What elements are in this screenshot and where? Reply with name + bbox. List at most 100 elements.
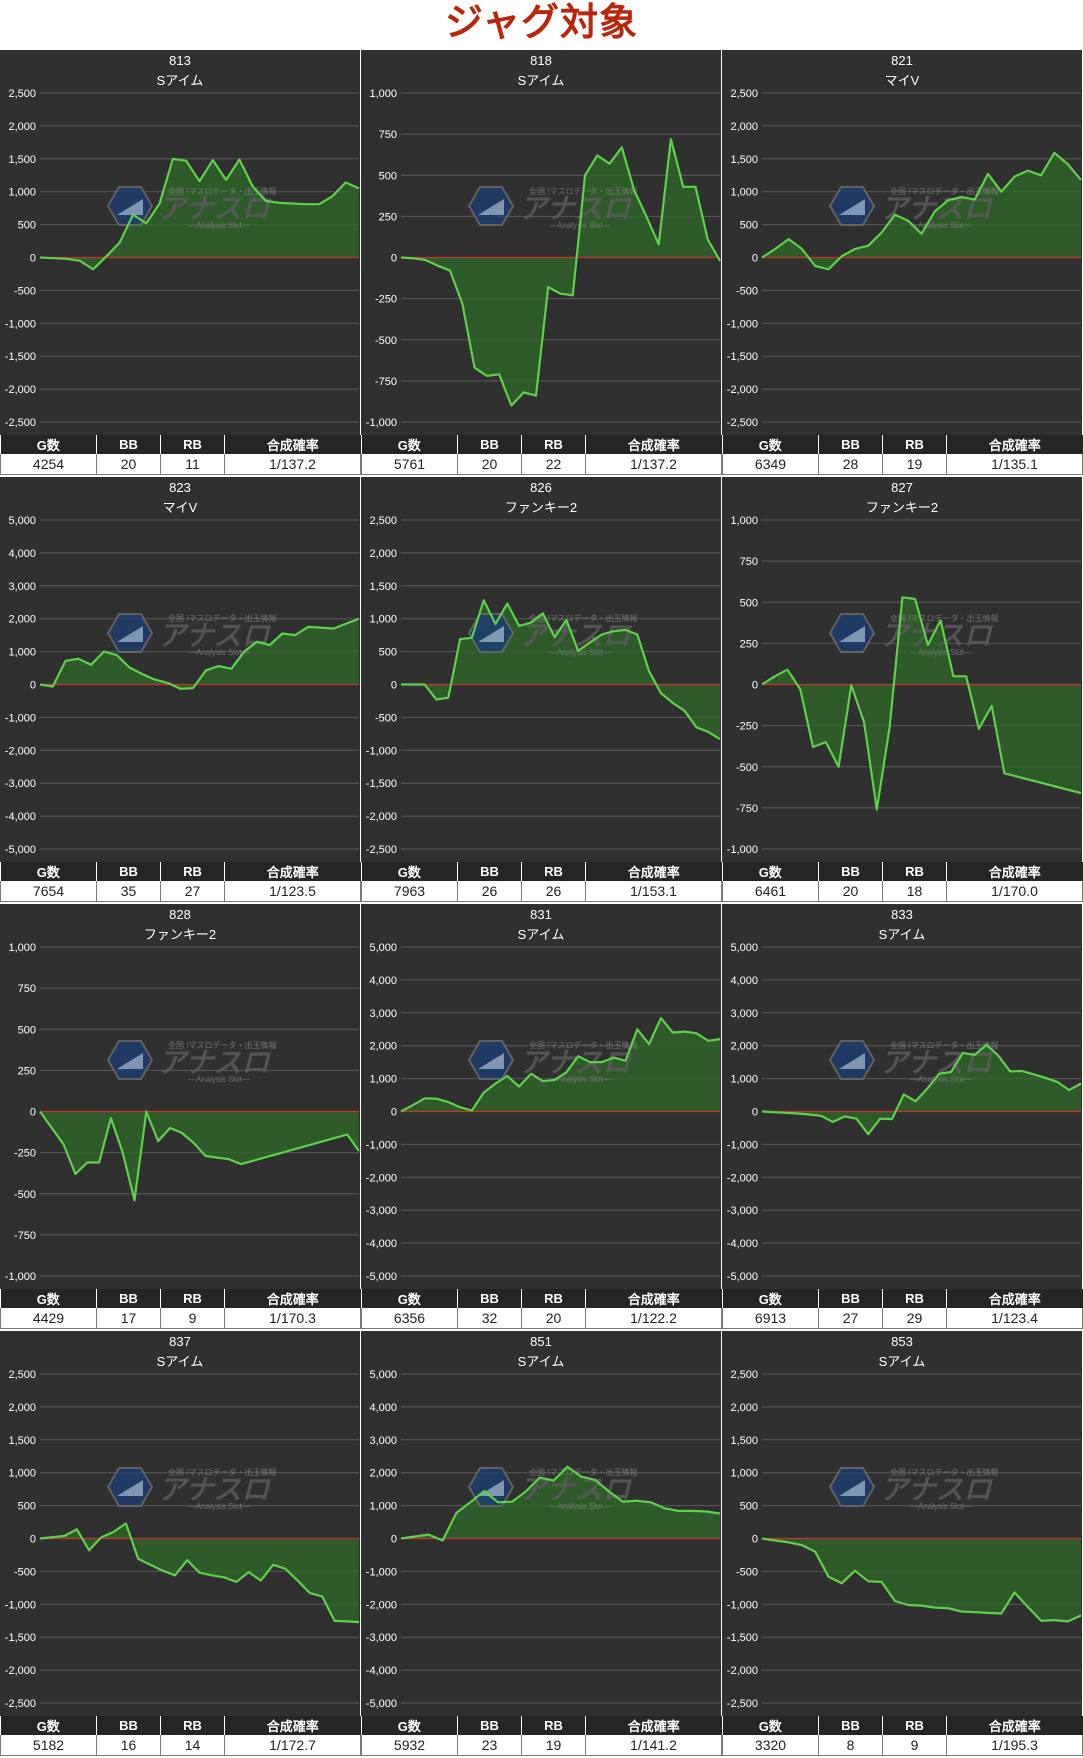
chart-panel-821: 821 マイV 2,500 2,000 1,500 1,000 500 0 -500 -1,000… bbox=[722, 50, 1083, 477]
header-bb: BB bbox=[818, 1289, 883, 1308]
y-tick-label: -1,000 bbox=[366, 745, 397, 757]
value-combined-probability: 1/141.2 bbox=[585, 1735, 722, 1756]
watermark-text: アナスロ bbox=[519, 192, 632, 225]
chart-panel-827: 827 ファンキー2 1,000 750 500 250 0 -250 -500 -750 -1,0… bbox=[722, 477, 1083, 904]
y-tick-label: 4,000 bbox=[369, 1402, 397, 1414]
y-tick-label: 500 bbox=[740, 1501, 758, 1513]
y-tick-label: -2,500 bbox=[727, 417, 758, 429]
header-bb: BB bbox=[818, 862, 883, 881]
y-tick-label: 500 bbox=[18, 1024, 36, 1036]
y-tick-label: 500 bbox=[18, 220, 36, 232]
value-games: 3320 bbox=[722, 1735, 819, 1756]
y-tick-label: -5,000 bbox=[366, 1271, 397, 1283]
header-rb: RB bbox=[521, 1716, 586, 1735]
difference-chart: 5,000 4,000 3,000 2,000 1,000 0 -1,000 -2,000 -3… bbox=[366, 1369, 721, 1710]
value-rb: 27 bbox=[160, 881, 225, 902]
y-tick-label: 750 bbox=[379, 129, 397, 141]
series-area bbox=[401, 1018, 720, 1112]
value-combined-probability: 1/123.4 bbox=[946, 1308, 1083, 1329]
y-tick-label: -5,000 bbox=[727, 1271, 758, 1283]
header-games: G数 bbox=[722, 435, 819, 454]
y-tick-label: 1,000 bbox=[8, 1468, 36, 1480]
header-games: G数 bbox=[722, 1289, 819, 1308]
value-rb: 11 bbox=[160, 454, 225, 475]
y-tick-label: -2,500 bbox=[727, 1698, 758, 1710]
y-tick-label: -500 bbox=[14, 285, 36, 297]
value-combined-probability: 1/170.0 bbox=[946, 881, 1083, 902]
y-tick-label: 2,000 bbox=[8, 614, 36, 626]
y-tick-label: -500 bbox=[375, 712, 397, 724]
series-area bbox=[40, 158, 359, 270]
stats-table: G数 BB RB 合成確率 6913 27 29 1/123.4 bbox=[722, 1289, 1083, 1329]
y-tick-label: 1,000 bbox=[8, 942, 36, 954]
value-bb: 17 bbox=[96, 1308, 161, 1329]
y-tick-label: -2,000 bbox=[366, 811, 397, 823]
y-tick-label: -2,000 bbox=[727, 1665, 758, 1677]
value-combined-probability: 1/137.2 bbox=[224, 454, 361, 475]
y-tick-label: 1,500 bbox=[730, 154, 758, 166]
y-tick-label: 0 bbox=[391, 1107, 397, 1119]
watermark-sub: —Analysis Slot— bbox=[910, 1075, 972, 1084]
difference-chart: 5,000 4,000 3,000 2,000 1,000 0 -1,000 -2,000 -3… bbox=[727, 942, 1082, 1283]
series-area bbox=[401, 1466, 720, 1541]
y-tick-label: -750 bbox=[375, 376, 397, 388]
y-tick-label: -5,000 bbox=[366, 1698, 397, 1710]
y-tick-label: -3,000 bbox=[5, 778, 36, 790]
y-tick-label: -500 bbox=[736, 285, 758, 297]
y-tick-label: -2,000 bbox=[366, 1172, 397, 1184]
y-tick-label: -4,000 bbox=[5, 811, 36, 823]
machine-model: ファンキー2 bbox=[143, 927, 217, 942]
header-games: G数 bbox=[361, 1289, 458, 1308]
value-rb: 20 bbox=[521, 1308, 586, 1329]
y-tick-label: 5,000 bbox=[730, 942, 758, 954]
y-tick-label: -1,000 bbox=[727, 1139, 758, 1151]
value-rb: 29 bbox=[882, 1308, 947, 1329]
y-tick-label: 3,000 bbox=[369, 1008, 397, 1020]
chart-panel-833: 833 Sアイム 5,000 4,000 3,000 2,000 1,000 0 -1,000 -… bbox=[722, 904, 1083, 1331]
series-line bbox=[39, 1110, 360, 1202]
series-line bbox=[39, 157, 360, 271]
value-rb: 22 bbox=[521, 454, 586, 475]
y-tick-label: 2,000 bbox=[8, 1402, 36, 1414]
machine-number: 821 bbox=[891, 53, 913, 68]
watermark-sub: —Analysis Slot— bbox=[549, 1502, 611, 1511]
y-tick-label: 3,000 bbox=[730, 1008, 758, 1020]
header-bb: BB bbox=[96, 862, 161, 881]
header-rb: RB bbox=[882, 1716, 947, 1735]
machine-number: 813 bbox=[169, 53, 191, 68]
y-tick-label: -250 bbox=[736, 721, 758, 733]
value-bb: 35 bbox=[96, 881, 161, 902]
stats-table: G数 BB RB 合成確率 6461 20 18 1/170.0 bbox=[722, 862, 1083, 902]
y-tick-label: 0 bbox=[30, 1107, 36, 1119]
header-games: G数 bbox=[361, 435, 458, 454]
y-tick-label: -750 bbox=[736, 803, 758, 815]
value-combined-probability: 1/137.2 bbox=[585, 454, 722, 475]
stats-table: G数 BB RB 合成確率 3320 8 9 1/195.3 bbox=[722, 1716, 1083, 1756]
value-combined-probability: 1/122.2 bbox=[585, 1308, 722, 1329]
header-bb: BB bbox=[96, 1716, 161, 1735]
value-bb: 20 bbox=[457, 454, 522, 475]
watermark-tagline: 全国 !マスロデータ・出玉情報 bbox=[529, 1040, 637, 1050]
watermark-text: アナスロ bbox=[519, 1046, 632, 1079]
y-tick-label: -1,000 bbox=[5, 712, 36, 724]
series-line bbox=[400, 137, 721, 407]
header-games: G数 bbox=[722, 1716, 819, 1735]
value-rb: 14 bbox=[160, 1735, 225, 1756]
header-combined-probability: 合成確率 bbox=[224, 1716, 361, 1735]
chart-area: 828 ファンキー2 1,000 750 500 250 0 -250 -500 -750 -1,0… bbox=[0, 904, 360, 1289]
y-tick-label: -1,000 bbox=[5, 1271, 36, 1283]
chart-panel-837: 837 Sアイム 2,500 2,000 1,500 1,000 500 0 -500 -1,00… bbox=[0, 1331, 361, 1758]
y-tick-label: -250 bbox=[14, 1148, 36, 1160]
y-tick-label: 0 bbox=[30, 253, 36, 265]
stats-table: G数 BB RB 合成確率 5182 16 14 1/172.7 bbox=[0, 1716, 361, 1756]
y-tick-label: 5,000 bbox=[369, 942, 397, 954]
watermark-sub: —Analysis Slot— bbox=[188, 221, 250, 230]
y-tick-label: 1,000 bbox=[8, 647, 36, 659]
chart-panel-818: 818 Sアイム 1,000 750 500 250 0 -250 -500 -750 -1,000… bbox=[361, 50, 722, 477]
y-tick-label: 0 bbox=[30, 1534, 36, 1546]
header-rb: RB bbox=[882, 435, 947, 454]
